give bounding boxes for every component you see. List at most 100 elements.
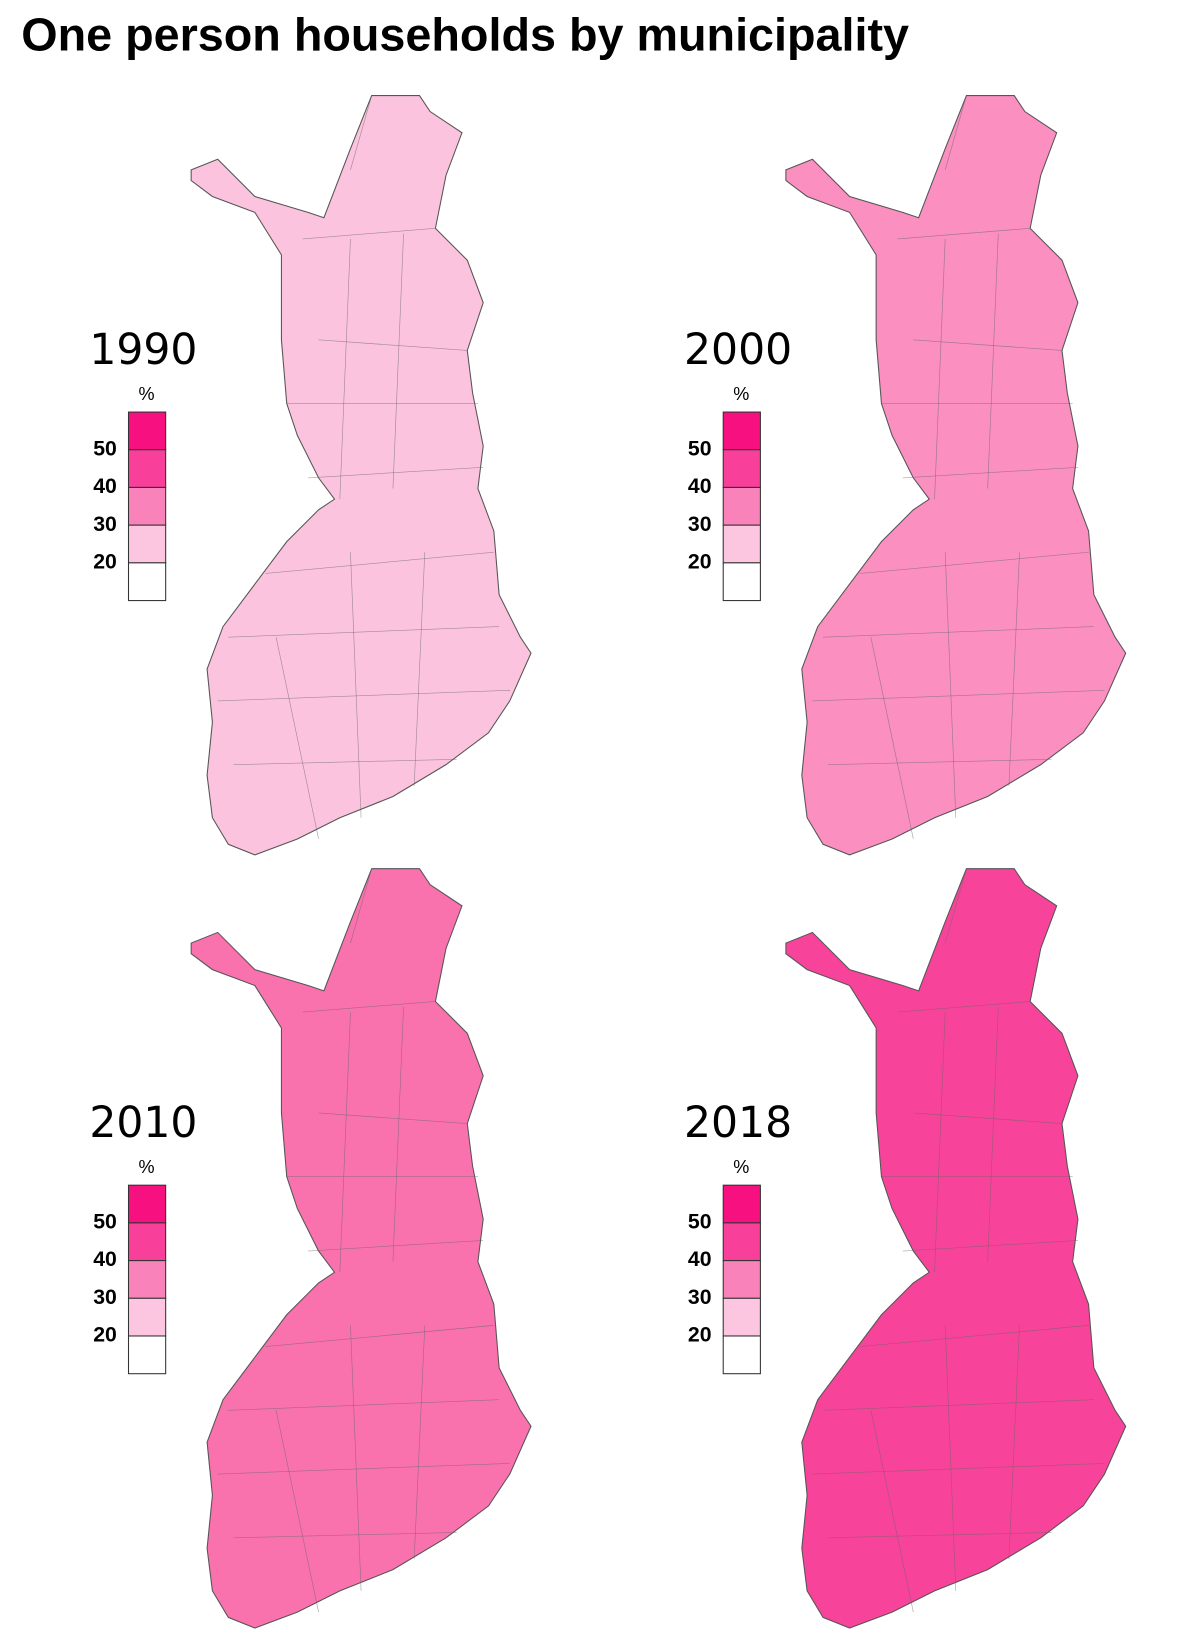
legend-swatch [722, 486, 761, 526]
municipality-border [902, 466, 1078, 479]
legend-swatch [722, 562, 761, 602]
legend-label: 40 [93, 1247, 117, 1271]
municipality-border [339, 1012, 351, 1273]
legend-label: 20 [688, 549, 712, 573]
municipality-border [233, 1532, 457, 1539]
legend-swatch [127, 1222, 167, 1262]
legend-label: 50 [688, 436, 712, 460]
municipality-border [897, 1001, 1031, 1013]
municipality-border [812, 1463, 1105, 1475]
legend-swatch [722, 1335, 761, 1375]
legend-swatch [127, 1184, 167, 1224]
country-shape [190, 868, 532, 1629]
municipality-border [392, 1006, 404, 1262]
municipality-border [934, 238, 946, 500]
municipality-border [350, 1325, 362, 1591]
legend-swatch [127, 449, 167, 488]
municipality-border [1008, 552, 1020, 786]
legend-swatch [722, 524, 761, 564]
municipality-border [265, 1325, 494, 1347]
legend-unit: % [139, 384, 155, 404]
legend-label: 50 [688, 1210, 712, 1234]
municipality-border [944, 95, 967, 171]
map-panel: 2018% 50 40 30 20 [684, 868, 1127, 1629]
municipality-border [860, 1325, 1089, 1347]
municipality-border [228, 1399, 500, 1411]
country-shape [785, 868, 1127, 1629]
legend-label: 30 [688, 1285, 712, 1309]
year-label: 2000 [684, 326, 792, 375]
legend-label: 50 [93, 436, 117, 460]
municipality-border [350, 95, 373, 171]
municipality-border [275, 637, 319, 840]
legend-label: 30 [688, 512, 712, 536]
municipality-border [350, 868, 373, 944]
legend-swatch [722, 1222, 761, 1262]
municipality-border [307, 1240, 484, 1252]
year-label: 2018 [684, 1099, 792, 1148]
map-panel: 2010% 50 40 30 20 [89, 868, 532, 1629]
municipality-border [987, 1006, 999, 1262]
municipality-border [413, 1325, 426, 1560]
legend-swatch [127, 1297, 167, 1337]
municipality-border [228, 626, 500, 638]
municipality-border [944, 1325, 957, 1591]
municipality-border [902, 1240, 1078, 1252]
map-panel: 1990% 50 40 30 20 [89, 95, 532, 856]
country-shape [190, 95, 532, 856]
legend-swatch [127, 524, 167, 564]
municipality-border [318, 1112, 468, 1124]
municipality-border [944, 868, 967, 944]
legend-swatch [127, 1335, 167, 1375]
legend-swatch [722, 1184, 761, 1224]
municipality-border [307, 466, 484, 479]
legend-label: 30 [93, 512, 117, 536]
legend-swatch [722, 449, 761, 488]
municipality-border [1008, 1325, 1020, 1560]
scene: One person households by municipality 19… [21, 9, 1127, 1629]
municipality-border [828, 1532, 1052, 1539]
legend-unit: % [733, 384, 749, 404]
municipality-border [392, 233, 404, 489]
municipality-border [934, 1012, 946, 1273]
municipality-border [350, 552, 362, 818]
municipality-border [860, 551, 1089, 574]
municipality-border [897, 228, 1031, 240]
municipality-border [302, 1001, 436, 1013]
municipality-border [823, 1399, 1094, 1411]
legend-label: 20 [93, 1323, 117, 1347]
legend-swatch [722, 1297, 761, 1337]
legend-label: 40 [688, 474, 712, 498]
municipality-border [413, 552, 426, 786]
municipality-border [870, 1410, 914, 1613]
legend-swatch [127, 562, 167, 602]
municipality-border [870, 637, 914, 840]
municipality-border [812, 689, 1105, 702]
legend-label: 30 [93, 1285, 117, 1309]
municipality-border [987, 233, 999, 489]
municipality-border [944, 552, 957, 818]
legend-swatch [127, 411, 167, 451]
municipality-border [233, 759, 457, 765]
legend-swatch [722, 411, 761, 451]
municipality-border [265, 551, 494, 574]
municipality-border [828, 759, 1052, 765]
year-label: 2010 [89, 1099, 197, 1148]
municipality-border [318, 339, 468, 351]
title: One person households by municipality [21, 9, 909, 61]
legend-swatch [722, 1260, 761, 1299]
country-shape [785, 95, 1127, 856]
municipality-border [823, 626, 1094, 638]
municipality-border [217, 689, 510, 702]
legend-swatch [127, 486, 167, 526]
municipality-border [302, 228, 436, 240]
municipality-border [339, 238, 351, 500]
map-panel: 2000% 50 40 30 20 [684, 95, 1127, 856]
legend-unit: % [139, 1157, 155, 1177]
legend-label: 20 [93, 549, 117, 573]
year-label: 1990 [89, 326, 197, 375]
legend-swatch [127, 1260, 167, 1299]
municipality-border [913, 339, 1063, 351]
